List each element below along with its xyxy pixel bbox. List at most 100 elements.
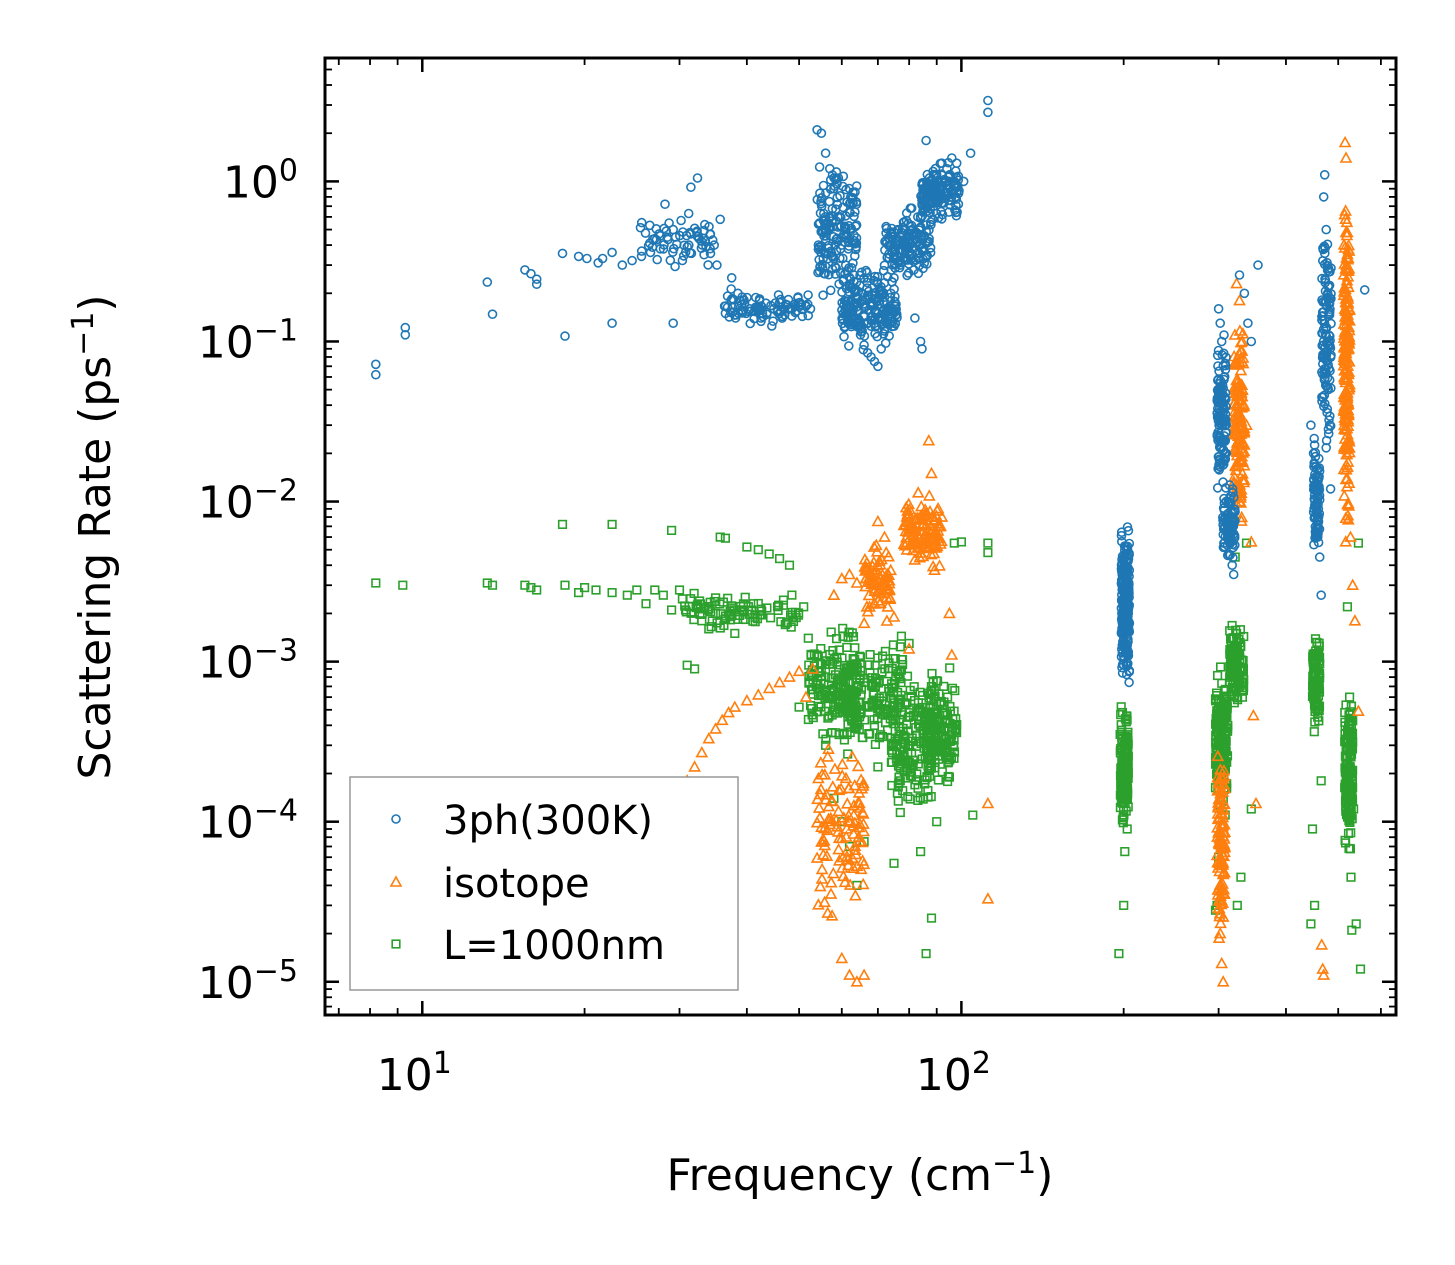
point-l1000nm xyxy=(947,683,958,693)
point-3ph xyxy=(1306,420,1316,431)
point-l1000nm xyxy=(932,817,942,827)
point-3ph xyxy=(925,204,936,214)
point-isotope xyxy=(871,583,885,596)
point-3ph xyxy=(1312,532,1323,542)
tick-labels: 101 102 100 10−1 10−2 10−3 10−4 10−5 xyxy=(198,153,991,1101)
point-3ph xyxy=(917,235,928,246)
point-l1000nm xyxy=(740,592,750,602)
point-3ph xyxy=(926,176,937,187)
point-isotope xyxy=(1339,204,1352,216)
point-3ph xyxy=(797,311,808,322)
point-isotope xyxy=(728,700,742,712)
point-l1000nm xyxy=(1341,759,1351,769)
point-isotope xyxy=(1230,444,1244,457)
point-3ph xyxy=(1322,407,1332,418)
point-l1000nm xyxy=(641,599,651,609)
point-isotope xyxy=(878,530,891,542)
point-3ph xyxy=(739,295,749,306)
point-l1000nm xyxy=(1114,948,1124,959)
point-l1000nm xyxy=(826,627,836,637)
point-3ph xyxy=(1116,527,1127,538)
point-3ph xyxy=(814,162,825,172)
point-l1000nm xyxy=(1345,782,1355,792)
point-l1000nm xyxy=(897,659,908,670)
point-3ph xyxy=(817,259,827,270)
point-3ph xyxy=(912,212,923,222)
point-3ph xyxy=(670,261,680,272)
point-l1000nm xyxy=(697,616,707,626)
point-3ph xyxy=(766,321,777,331)
point-3ph xyxy=(1120,599,1130,610)
point-isotope xyxy=(1341,460,1354,473)
point-3ph xyxy=(918,192,929,202)
point-l1000nm xyxy=(1120,846,1130,857)
point-isotope xyxy=(927,546,941,559)
point-l1000nm xyxy=(867,678,878,688)
point-l1000nm xyxy=(877,651,888,661)
point-isotope xyxy=(859,561,873,573)
point-l1000nm xyxy=(869,720,879,730)
point-isotope xyxy=(934,537,947,549)
point-3ph xyxy=(873,361,883,372)
point-isotope xyxy=(1234,344,1248,356)
y-tick-label: 10−3 xyxy=(198,634,298,689)
point-3ph xyxy=(907,250,918,260)
point-isotope xyxy=(1215,817,1228,830)
point-isotope xyxy=(913,546,927,558)
point-l1000nm xyxy=(658,590,668,600)
point-l1000nm xyxy=(820,664,831,674)
point-l1000nm xyxy=(482,578,492,588)
point-3ph xyxy=(1239,288,1250,299)
point-3ph xyxy=(1227,560,1237,571)
point-isotope xyxy=(1342,355,1356,367)
point-3ph xyxy=(750,303,761,313)
point-3ph xyxy=(676,215,686,226)
point-l1000nm xyxy=(1238,672,1248,683)
point-3ph xyxy=(617,260,628,270)
point-l1000nm xyxy=(1345,731,1355,742)
point-isotope xyxy=(882,574,896,586)
point-3ph xyxy=(1213,303,1224,314)
point-3ph xyxy=(1116,628,1127,639)
point-l1000nm xyxy=(868,688,878,698)
point-l1000nm xyxy=(854,712,865,722)
point-3ph xyxy=(839,295,850,306)
point-3ph xyxy=(880,245,890,255)
point-isotope xyxy=(1339,292,1353,304)
point-3ph xyxy=(891,299,901,310)
legend-marker-l1000nm-shape xyxy=(391,939,401,949)
point-isotope xyxy=(883,592,897,605)
point-isotope xyxy=(908,553,922,565)
point-isotope xyxy=(871,514,885,527)
point-3ph xyxy=(839,331,849,342)
point-3ph xyxy=(1322,288,1333,299)
point-l1000nm xyxy=(923,785,933,796)
point-3ph xyxy=(835,191,845,201)
point-l1000nm xyxy=(1122,735,1132,746)
point-l1000nm xyxy=(909,682,919,692)
point-l1000nm xyxy=(487,580,498,590)
point-l1000nm xyxy=(1123,764,1133,774)
point-l1000nm xyxy=(911,775,921,785)
point-3ph xyxy=(560,331,570,341)
point-l1000nm xyxy=(1117,775,1127,785)
point-3ph xyxy=(902,270,912,281)
legend-marker-3ph-shape xyxy=(391,814,401,824)
point-l1000nm xyxy=(715,532,725,542)
point-l1000nm xyxy=(704,624,714,634)
point-3ph xyxy=(1218,400,1228,411)
point-l1000nm xyxy=(888,640,898,650)
point-l1000nm xyxy=(876,703,886,714)
point-l1000nm xyxy=(869,715,879,725)
point-3ph xyxy=(824,163,835,174)
point-3ph xyxy=(658,244,669,254)
point-3ph xyxy=(703,260,713,270)
point-l1000nm xyxy=(842,642,852,652)
point-isotope xyxy=(1234,489,1247,501)
point-isotope xyxy=(818,895,831,908)
point-l1000nm xyxy=(843,632,853,642)
point-3ph xyxy=(843,341,854,351)
point-l1000nm xyxy=(893,782,903,792)
point-isotope xyxy=(832,804,845,817)
